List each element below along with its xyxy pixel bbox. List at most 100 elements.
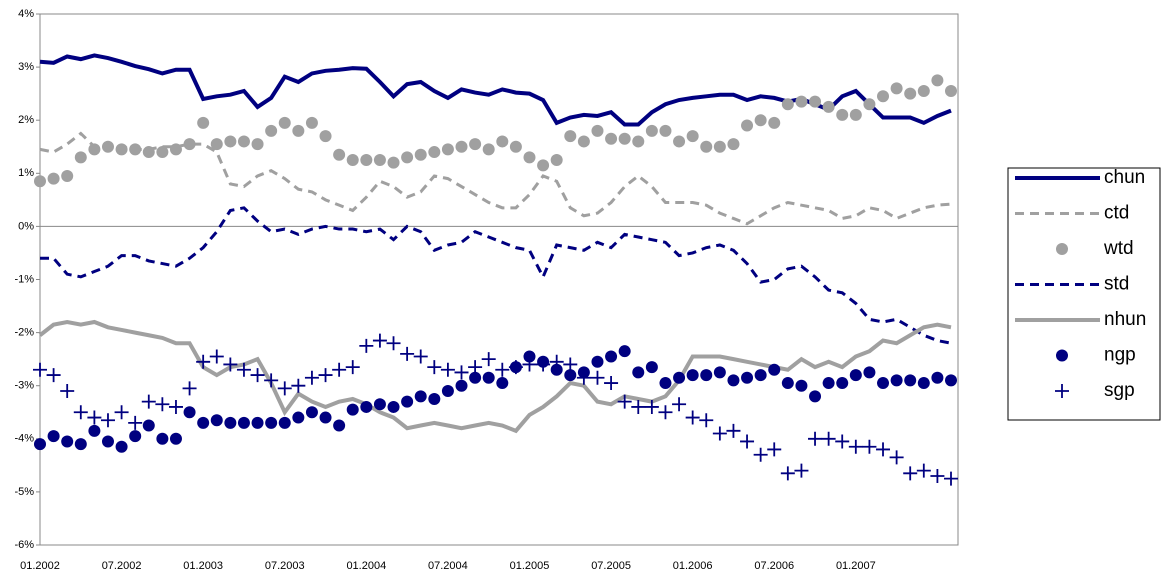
point <box>768 363 781 376</box>
legend-swatch <box>1056 349 1068 362</box>
point <box>591 124 604 137</box>
legend-label: chun <box>1104 167 1145 188</box>
point <box>904 374 917 387</box>
x-tick-label: 07.2004 <box>428 560 468 572</box>
point <box>537 159 550 172</box>
point <box>155 397 170 412</box>
point <box>549 354 564 369</box>
x-tick-label: 01.2005 <box>510 560 550 572</box>
point <box>455 140 468 153</box>
point <box>877 90 890 103</box>
point <box>890 82 903 95</box>
point <box>387 400 400 413</box>
point <box>441 385 454 398</box>
point <box>141 394 156 409</box>
point <box>359 338 374 353</box>
point <box>673 371 686 384</box>
point <box>345 360 360 375</box>
point <box>414 390 427 403</box>
point <box>741 371 754 384</box>
legend-label: std <box>1104 274 1129 295</box>
point <box>251 138 264 151</box>
point <box>768 116 781 129</box>
point <box>726 423 741 438</box>
point <box>210 414 223 427</box>
point <box>128 415 143 430</box>
point <box>183 138 196 151</box>
series-line <box>40 206 952 345</box>
point <box>605 350 618 363</box>
point <box>61 169 74 182</box>
point <box>618 132 631 145</box>
point <box>944 471 958 486</box>
point <box>169 143 182 156</box>
point <box>156 146 169 159</box>
point <box>333 148 346 161</box>
y-tick-label: 4% <box>18 8 34 20</box>
point <box>73 405 88 420</box>
point <box>522 357 537 372</box>
point <box>47 172 60 185</box>
point <box>428 392 441 405</box>
y-tick-label: 1% <box>18 167 34 179</box>
point <box>605 132 618 145</box>
point <box>482 143 495 156</box>
point <box>659 377 672 390</box>
point <box>209 349 224 364</box>
point <box>101 140 114 153</box>
point <box>481 352 496 367</box>
point <box>319 130 332 143</box>
point <box>523 350 536 363</box>
plot-area <box>39 13 959 546</box>
point <box>645 124 658 137</box>
point <box>686 130 699 143</box>
point <box>576 370 591 385</box>
point <box>672 397 687 412</box>
legend-label: nhun <box>1104 309 1146 330</box>
point <box>61 435 74 448</box>
point <box>74 438 87 451</box>
point <box>564 130 577 143</box>
point <box>115 143 128 156</box>
point <box>265 124 278 137</box>
point <box>754 369 767 382</box>
point <box>754 114 767 127</box>
legend <box>1007 167 1161 421</box>
point <box>700 369 713 382</box>
point <box>372 333 387 348</box>
point <box>46 368 61 383</box>
y-tick-label: 3% <box>18 61 34 73</box>
point <box>74 151 87 164</box>
point <box>863 366 876 379</box>
point <box>100 413 115 428</box>
point <box>197 116 210 129</box>
point <box>469 371 482 384</box>
point <box>835 434 850 449</box>
point <box>278 116 291 129</box>
point <box>168 399 183 414</box>
point <box>685 410 700 425</box>
point <box>387 156 400 169</box>
point <box>346 403 359 416</box>
point <box>196 354 211 369</box>
point <box>265 416 278 429</box>
point <box>169 432 182 445</box>
series-line <box>38 319 952 434</box>
y-tick-label: -3% <box>14 380 34 392</box>
point <box>863 98 876 111</box>
point <box>373 398 386 411</box>
y-tick-label: 0% <box>18 220 34 232</box>
point <box>699 413 714 428</box>
point <box>591 355 604 368</box>
point <box>129 430 142 443</box>
y-tick-label: -6% <box>14 539 34 551</box>
point <box>836 377 849 390</box>
point <box>876 442 891 457</box>
point <box>904 87 917 100</box>
point <box>360 400 373 413</box>
point <box>644 399 659 414</box>
x-tick-label: 01.2002 <box>20 560 60 572</box>
point <box>509 140 522 153</box>
point <box>618 345 631 358</box>
point <box>822 100 835 113</box>
